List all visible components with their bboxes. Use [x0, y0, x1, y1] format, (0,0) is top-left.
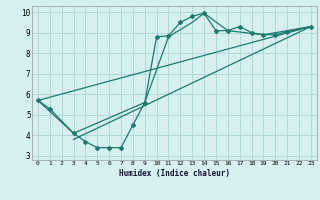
X-axis label: Humidex (Indice chaleur): Humidex (Indice chaleur)	[119, 169, 230, 178]
